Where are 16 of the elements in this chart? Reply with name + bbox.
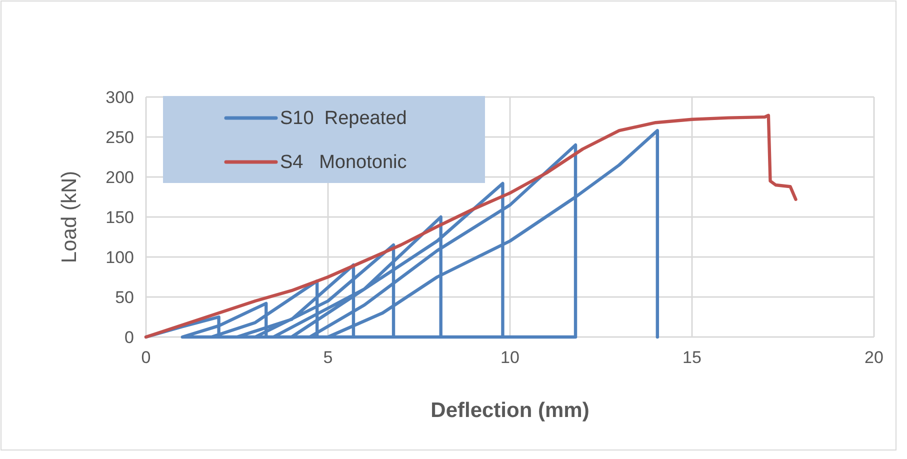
x-tick-label: 20 xyxy=(864,348,884,367)
y-tick-label: 50 xyxy=(115,288,134,307)
x-axis-title: Deflection (mm) xyxy=(430,399,590,422)
x-tick-label: 5 xyxy=(323,348,333,367)
x-tick-label: 0 xyxy=(141,348,151,367)
y-tick-label: 250 xyxy=(106,128,134,147)
y-tick-label: 100 xyxy=(106,248,134,267)
x-tick-label: 15 xyxy=(682,348,702,367)
y-tick-label: 150 xyxy=(106,208,134,227)
y-tick-label: 300 xyxy=(106,88,134,107)
y-axis-title: Load (kN) xyxy=(58,170,81,264)
y-tick-label: 0 xyxy=(124,328,134,347)
y-tick-label: 200 xyxy=(106,168,134,187)
legend-label: S10 Repeated xyxy=(280,108,407,129)
legend-label: S4 Monotonic xyxy=(280,152,407,173)
x-tick-label: 10 xyxy=(500,348,520,367)
